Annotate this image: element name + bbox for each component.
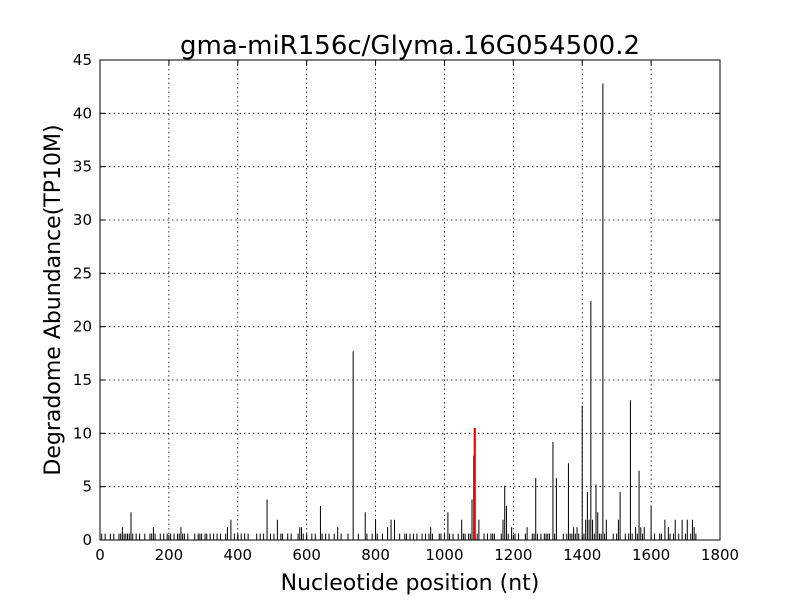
x-tick-label: 0 [95,546,105,564]
y-tick-label: 35 [73,158,92,176]
x-tick-label: 1000 [425,546,463,564]
x-tick-label: 1600 [632,546,670,564]
y-tick-label: 15 [73,371,92,389]
y-tick-label: 25 [73,264,92,282]
y-tick-label: 20 [73,318,92,336]
y-tick-label: 30 [73,211,92,229]
axis-ticks: 0 200 400 600 800 1000 1200 1400 1600 1800 0 5 10 15 2… [73,51,739,564]
y-tick-label: 40 [73,104,92,122]
y-tick-label: 10 [73,424,92,442]
bar-series [101,83,697,540]
y-tick-label: 45 [73,51,92,69]
y-tick-label: 5 [82,478,92,496]
chart-title: gma-miR156c/Glyma.16G054500.2 [180,31,640,61]
x-tick-label: 200 [155,546,184,564]
y-tick-label: 0 [82,531,92,549]
x-tick-label: 400 [223,546,252,564]
grid-lines [100,60,720,540]
x-tick-label: 1800 [701,546,739,564]
x-tick-label: 1200 [494,546,532,564]
x-tick-label: 800 [361,546,390,564]
x-tick-label: 1400 [563,546,601,564]
plot-frame [99,59,721,541]
x-axis-label: Nucleotide position (nt) [281,571,540,596]
y-axis-label: Degradome Abundance(TP10M) [41,124,66,475]
x-tick-label: 600 [292,546,321,564]
